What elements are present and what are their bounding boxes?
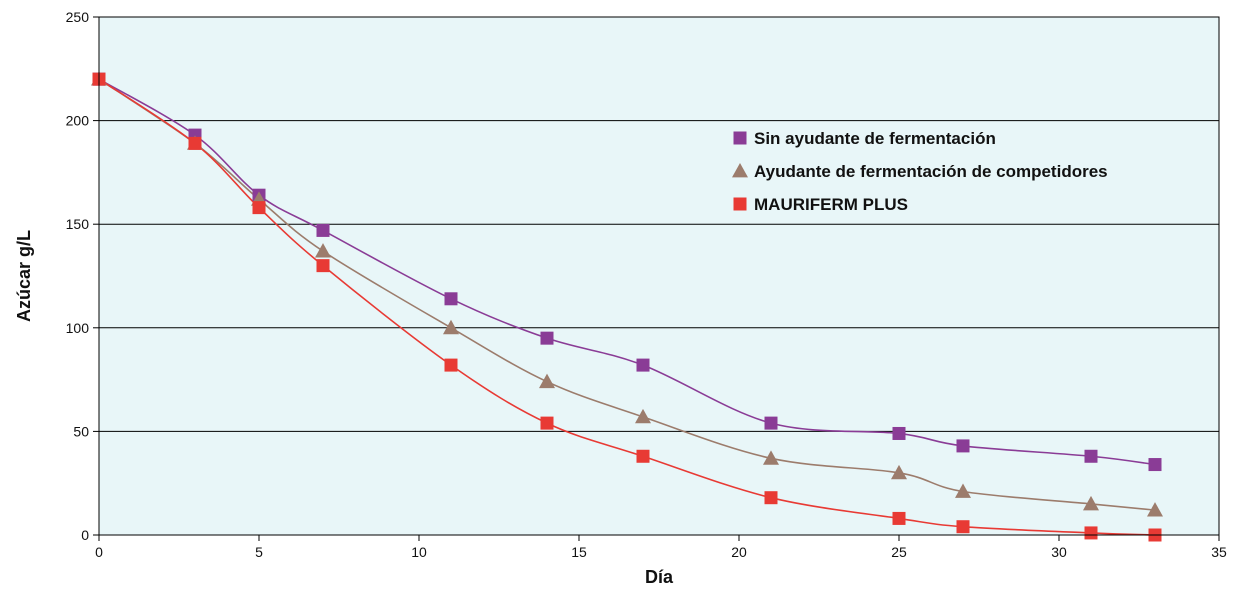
- plot-background: [99, 17, 1219, 535]
- x-tick-label: 35: [1211, 544, 1227, 560]
- data-point-series-1: [956, 439, 970, 453]
- data-point-series-3: [252, 201, 266, 215]
- y-tick-label: 100: [66, 320, 90, 336]
- x-tick-label: 10: [411, 544, 427, 560]
- data-point-series-1: [316, 223, 330, 237]
- y-ticks: 0 50 100 150 200 250: [66, 9, 99, 543]
- x-tick-label: 0: [95, 544, 103, 560]
- plot-border: [98, 16, 1220, 536]
- data-point-series-2: [891, 464, 907, 480]
- data-point-series-3: [636, 449, 650, 463]
- y-tick-label: 0: [81, 527, 89, 543]
- x-ticks: 0 5 10 15 20 25 30 35: [95, 535, 1227, 560]
- x-tick-label: 30: [1051, 544, 1067, 560]
- data-point-series-3: [956, 520, 970, 534]
- data-point-series-1: [636, 358, 650, 372]
- data-point-series-1: [540, 331, 554, 345]
- data-point-series-3: [1084, 526, 1098, 540]
- series-markers: [91, 71, 1163, 542]
- legend-marker-1: [733, 131, 747, 145]
- legend-marker-2: [732, 163, 748, 178]
- y-tick-label: 50: [73, 423, 89, 439]
- legend-label-2: Ayudante de fermentación de competidores: [754, 162, 1108, 181]
- data-point-series-2: [539, 373, 555, 389]
- legend: Sin ayudante de fermentación Ayudante de …: [732, 129, 1108, 214]
- y-tick-label: 200: [66, 113, 90, 129]
- data-point-series-3: [540, 416, 554, 430]
- data-point-series-3: [764, 491, 778, 505]
- data-point-series-2: [955, 483, 971, 498]
- data-point-series-2: [443, 319, 459, 335]
- y-tick-label: 150: [66, 216, 90, 232]
- data-point-series-1: [764, 416, 778, 430]
- data-point-series-1: [444, 292, 458, 306]
- data-point-series-3: [316, 259, 330, 273]
- data-point-series-2: [1147, 502, 1163, 517]
- data-point-series-3: [188, 136, 202, 150]
- data-point-series-1: [1148, 458, 1162, 472]
- legend-marker-3: [733, 197, 747, 211]
- x-tick-label: 5: [255, 544, 263, 560]
- data-point-series-1: [1084, 449, 1098, 463]
- x-tick-label: 15: [571, 544, 587, 560]
- x-axis-title: Día: [645, 567, 674, 587]
- x-tick-label: 25: [891, 544, 907, 560]
- legend-label-3: MAURIFERM PLUS: [754, 195, 908, 214]
- data-point-series-3: [892, 511, 906, 525]
- legend-label-1: Sin ayudante de fermentación: [754, 129, 996, 148]
- y-tick-label: 250: [66, 9, 90, 25]
- data-point-series-2: [315, 243, 331, 258]
- x-tick-label: 20: [731, 544, 747, 560]
- data-point-series-2: [635, 408, 651, 424]
- data-point-series-1: [892, 426, 906, 440]
- data-point-series-2: [763, 450, 779, 465]
- y-axis-title: Azúcar g/L: [14, 230, 34, 322]
- data-point-series-3: [444, 358, 458, 372]
- data-point-series-2: [1083, 495, 1099, 511]
